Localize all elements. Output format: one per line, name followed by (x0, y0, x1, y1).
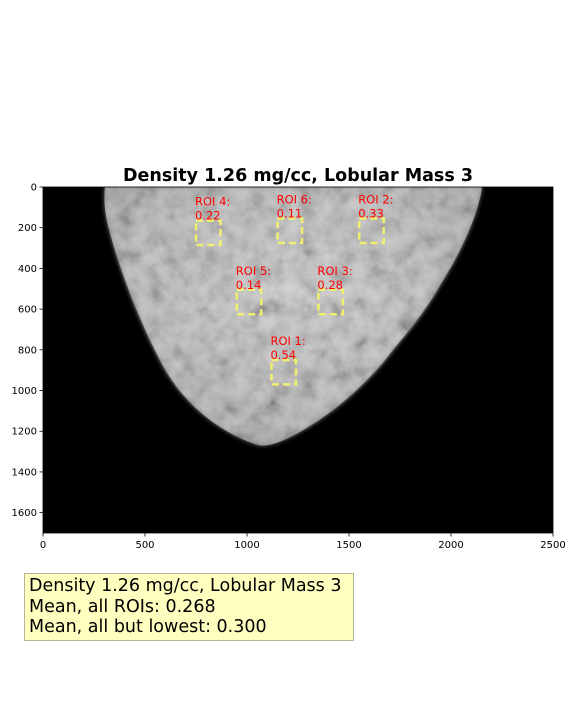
roi-label-value: 0.14 (236, 278, 262, 292)
roi-2: ROI 2:0.33 (357, 193, 393, 245)
roi-box (276, 217, 304, 245)
y-tick-label: 800 (18, 345, 37, 356)
roi-label-name: ROI 3: (317, 264, 352, 278)
roi-6: ROI 6:0.11 (276, 193, 312, 245)
roi-label-value: 0.33 (358, 207, 384, 221)
roi-box (235, 288, 263, 316)
x-tick-label: 1000 (234, 540, 259, 551)
roi-4: ROI 4:0.22 (194, 195, 230, 247)
y-tick-label: 1000 (12, 386, 37, 397)
x-tick-label: 2000 (438, 540, 463, 551)
roi-label-name: ROI 2: (358, 193, 393, 207)
y-tick-label: 1600 (12, 508, 37, 519)
roi-label-name: ROI 6: (277, 193, 312, 207)
x-tick-label: 0 (40, 540, 46, 551)
summary-mean-but-lowest: Mean, all but lowest: 0.300 (29, 617, 267, 637)
summary-title: Density 1.26 mg/cc, Lobular Mass 3 (29, 576, 342, 596)
roi-box (357, 217, 385, 245)
y-tick-label: 0 (31, 183, 37, 194)
roi-5: ROI 5:0.14 (235, 264, 271, 316)
roi-label-name: ROI 5: (236, 264, 271, 278)
y-tick-label: 200 (18, 223, 37, 234)
roi-label-value: 0.11 (277, 207, 303, 221)
figure-title: Density 1.26 mg/cc, Lobular Mass 3 (123, 166, 473, 186)
summary-box: Density 1.26 mg/cc, Lobular Mass 3 Mean,… (24, 573, 354, 641)
roi-box (194, 219, 222, 247)
x-tick-label: 2500 (540, 540, 565, 551)
y-tick-label: 600 (18, 305, 37, 316)
roi-label-value: 0.54 (270, 348, 296, 362)
roi-box (317, 288, 345, 316)
roi-label-name: ROI 1: (270, 334, 305, 348)
y-axis: 0 200 400 600 800 1000 1200 1400 1600 (12, 183, 43, 519)
roi-1: ROI 1:0.54 (270, 334, 306, 386)
plot-frame (42, 186, 554, 534)
y-tick-label: 1200 (12, 427, 37, 438)
roi-label-value: 0.22 (195, 209, 221, 223)
roi-label-name: ROI 4: (195, 195, 230, 209)
summary-mean-all: Mean, all ROIs: 0.268 (29, 596, 216, 617)
y-tick-label: 1400 (12, 467, 37, 478)
y-tick-label: 400 (18, 264, 37, 275)
mammogram-figure: Density 1.26 mg/cc, Lobular Mass 3 0 500 1… (12, 166, 566, 551)
roi-box (270, 358, 298, 386)
x-axis: 0 500 1000 1500 2000 2500 (40, 533, 566, 551)
roi-3: ROI 3:0.28 (317, 264, 353, 316)
roi-label-value: 0.28 (317, 278, 343, 292)
x-tick-label: 500 (135, 540, 154, 551)
breast-tissue (104, 187, 482, 446)
x-tick-label: 1500 (336, 540, 361, 551)
